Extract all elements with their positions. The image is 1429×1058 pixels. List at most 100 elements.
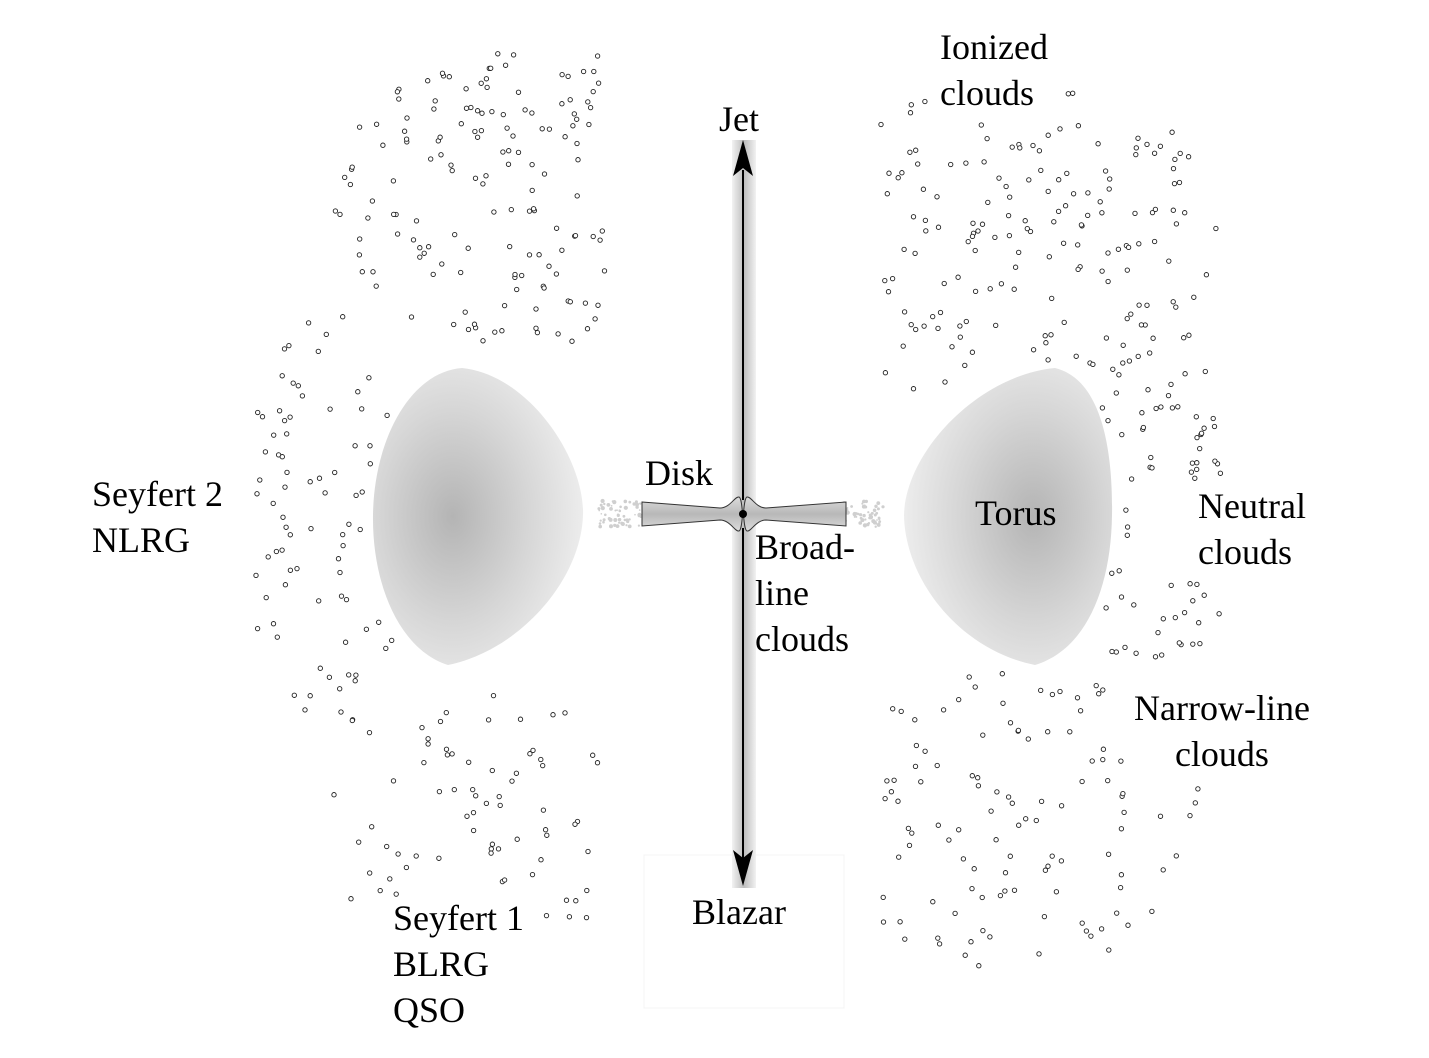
cloud-dot [1191,294,1197,300]
cloud-dot [1097,199,1103,205]
cloud-dot [1194,460,1200,466]
cloud-dot [439,70,446,76]
cloud-dot [479,110,485,116]
cloud-dot [909,830,915,836]
cloud-dot [1177,150,1183,157]
cloud-dot [980,732,986,738]
cloud-dot [1036,148,1043,154]
cloud-dot [979,894,985,901]
label-blrg: BLRG [393,944,490,984]
cloud-dot [483,173,489,179]
cloud-dot [1171,180,1178,187]
cloud-dot [1002,888,1008,894]
disk-haze-speck [876,523,881,527]
cloud-dot [504,125,510,131]
cloud-dot [975,228,981,234]
cloud-dot [976,963,982,969]
cloud-dot [1203,272,1210,278]
cloud-dot [544,832,550,838]
disk-haze-speck [610,505,613,507]
cloud-dot [1056,177,1062,183]
cloud-dot [889,275,896,282]
cloud-dot [1139,410,1145,416]
disk-haze-speck [598,524,602,529]
cloud-dot [913,742,920,749]
cloud-dot [363,626,370,632]
cloud-dot [1016,822,1022,828]
cloud-dot [348,896,354,902]
cloud-dot [972,247,978,254]
cloud-dot [987,286,993,292]
cloud-dot [369,824,375,830]
cloud-dot [942,379,948,385]
cloud-dot [483,76,490,82]
label-jet: Jet [719,99,759,139]
disk-haze-speck [862,513,866,518]
label-broad-line-2: line [755,573,809,613]
cloud-dot [359,406,365,412]
cloud-dot [1005,212,1012,219]
cloud-dot [1133,650,1139,656]
cloud-dot [1077,708,1084,714]
cloud-dot [955,274,961,280]
disk-haze-speck [635,502,639,507]
cloud-dot [488,850,494,856]
label-neutral-line-1: Neutral [1198,486,1306,526]
cloud-dot [1107,176,1113,182]
cloud-dot [573,898,579,904]
cloud-dot [357,526,363,533]
cloud-dot [428,156,434,162]
cloud-dot [1198,430,1205,436]
cloud-dot [1216,611,1222,617]
disk-haze-speck [600,506,605,511]
cloud-dot [515,149,522,156]
cloud-dot [1070,191,1077,197]
cloud-dot [1125,244,1132,251]
cloud-dot [586,121,592,128]
cloud-dot [1078,222,1085,228]
cloud-dot [519,272,525,279]
cloud-dot [507,243,513,250]
cloud-dot [1011,887,1018,893]
cloud-dot [960,856,967,862]
cloud-dot [389,637,395,644]
cloud-dot [910,214,917,220]
cloud-dot [404,115,410,121]
cloud-dot [373,283,379,289]
cloud-dot [483,800,490,807]
cloud-dot [583,914,590,921]
cloud-dot [431,106,437,112]
cloud-dot [340,542,346,549]
disk-haze-speck [609,507,613,511]
cloud-dot [915,161,921,167]
cloud-dot [1173,221,1180,227]
cloud-dot [1187,812,1193,819]
cloud-dot [1096,691,1102,697]
cloud-dot [574,140,580,147]
disk-haze-speck [872,508,877,513]
cloud-dot [542,827,549,833]
cloud-dot [574,193,580,199]
cloud-dot [451,321,457,328]
cloud-dot [908,102,914,108]
cloud-dot [270,621,277,627]
cloud-dot [1099,268,1105,274]
cloud-dot [340,531,346,538]
cloud-dot [1036,951,1042,957]
cloud-dot [935,325,941,332]
cloud-dot [1117,884,1124,891]
cloud-dot [436,855,442,861]
cloud-dot [1011,286,1017,292]
disk-haze-speck [855,515,858,518]
cloud-dot [355,389,361,395]
cloud-dot [971,866,977,872]
cloud-dot [1009,144,1015,150]
cloud-dot [463,86,469,92]
cloud-dot [1105,777,1111,784]
disk-haze-speck [638,509,641,511]
cloud-dot [988,808,994,814]
disk-haze-speck [874,504,878,508]
cloud-dot [1073,353,1079,359]
cloud-dot [307,479,313,485]
cloud-dot [1122,644,1128,651]
